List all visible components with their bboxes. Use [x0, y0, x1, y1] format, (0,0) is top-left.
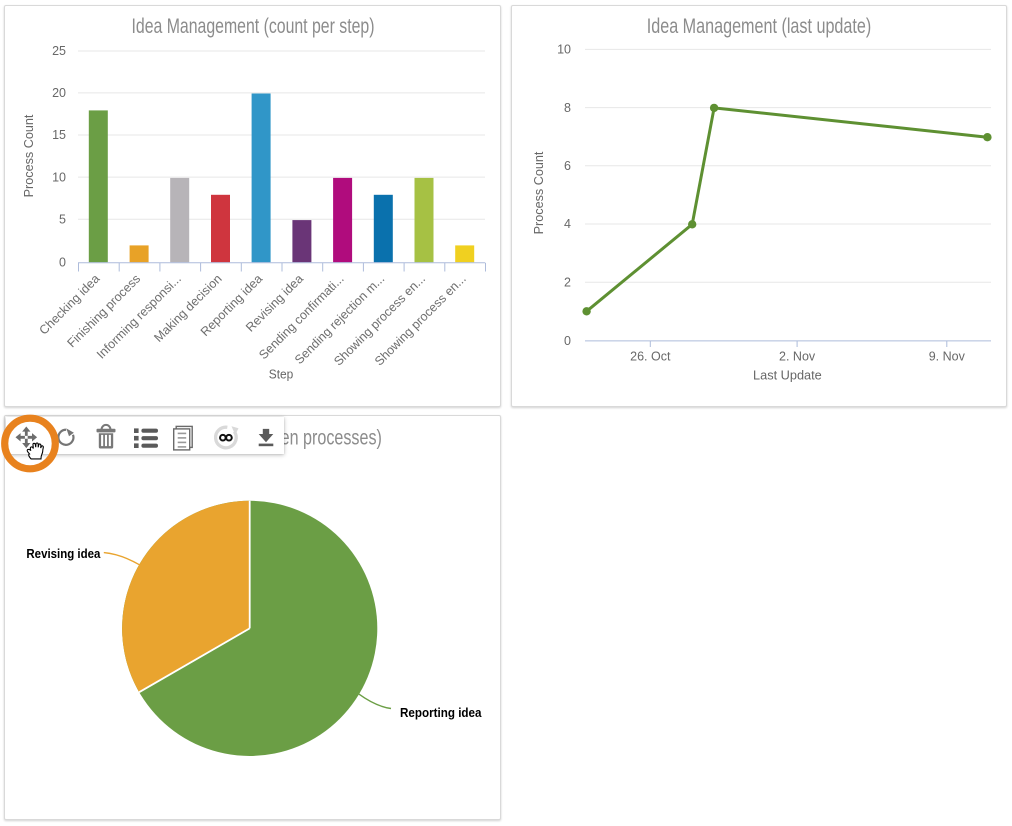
svg-text:Idea Management (last update): Idea Management (last update) — [647, 15, 872, 38]
svg-text:Last Update: Last Update — [753, 367, 822, 382]
svg-text:15: 15 — [52, 128, 66, 142]
svg-text:0: 0 — [564, 334, 571, 348]
svg-text:26. Oct: 26. Oct — [630, 349, 671, 363]
svg-text:5: 5 — [59, 212, 66, 226]
svg-text:Process Count: Process Count — [531, 151, 546, 234]
svg-text:20: 20 — [52, 86, 66, 100]
svg-text:25: 25 — [52, 44, 66, 58]
svg-text:2. Nov: 2. Nov — [779, 349, 816, 363]
svg-text:2: 2 — [564, 275, 571, 289]
svg-text:0: 0 — [59, 256, 66, 270]
svg-text:Step: Step — [269, 367, 294, 382]
svg-text:Idea Management (count per ste: Idea Management (count per step) — [132, 15, 375, 38]
svg-text:4: 4 — [564, 217, 571, 231]
svg-text:Process Count: Process Count — [21, 114, 36, 197]
svg-text:Revising idea: Revising idea — [26, 546, 101, 561]
svg-text:Finishing process: Finishing process — [65, 272, 144, 351]
svg-text:10: 10 — [557, 43, 571, 57]
svg-text:6: 6 — [564, 159, 571, 173]
svg-text:8: 8 — [564, 101, 571, 115]
svg-text:9. Nov: 9. Nov — [929, 349, 966, 363]
svg-text:10: 10 — [52, 170, 66, 184]
svg-text:Reporting idea: Reporting idea — [400, 705, 482, 720]
